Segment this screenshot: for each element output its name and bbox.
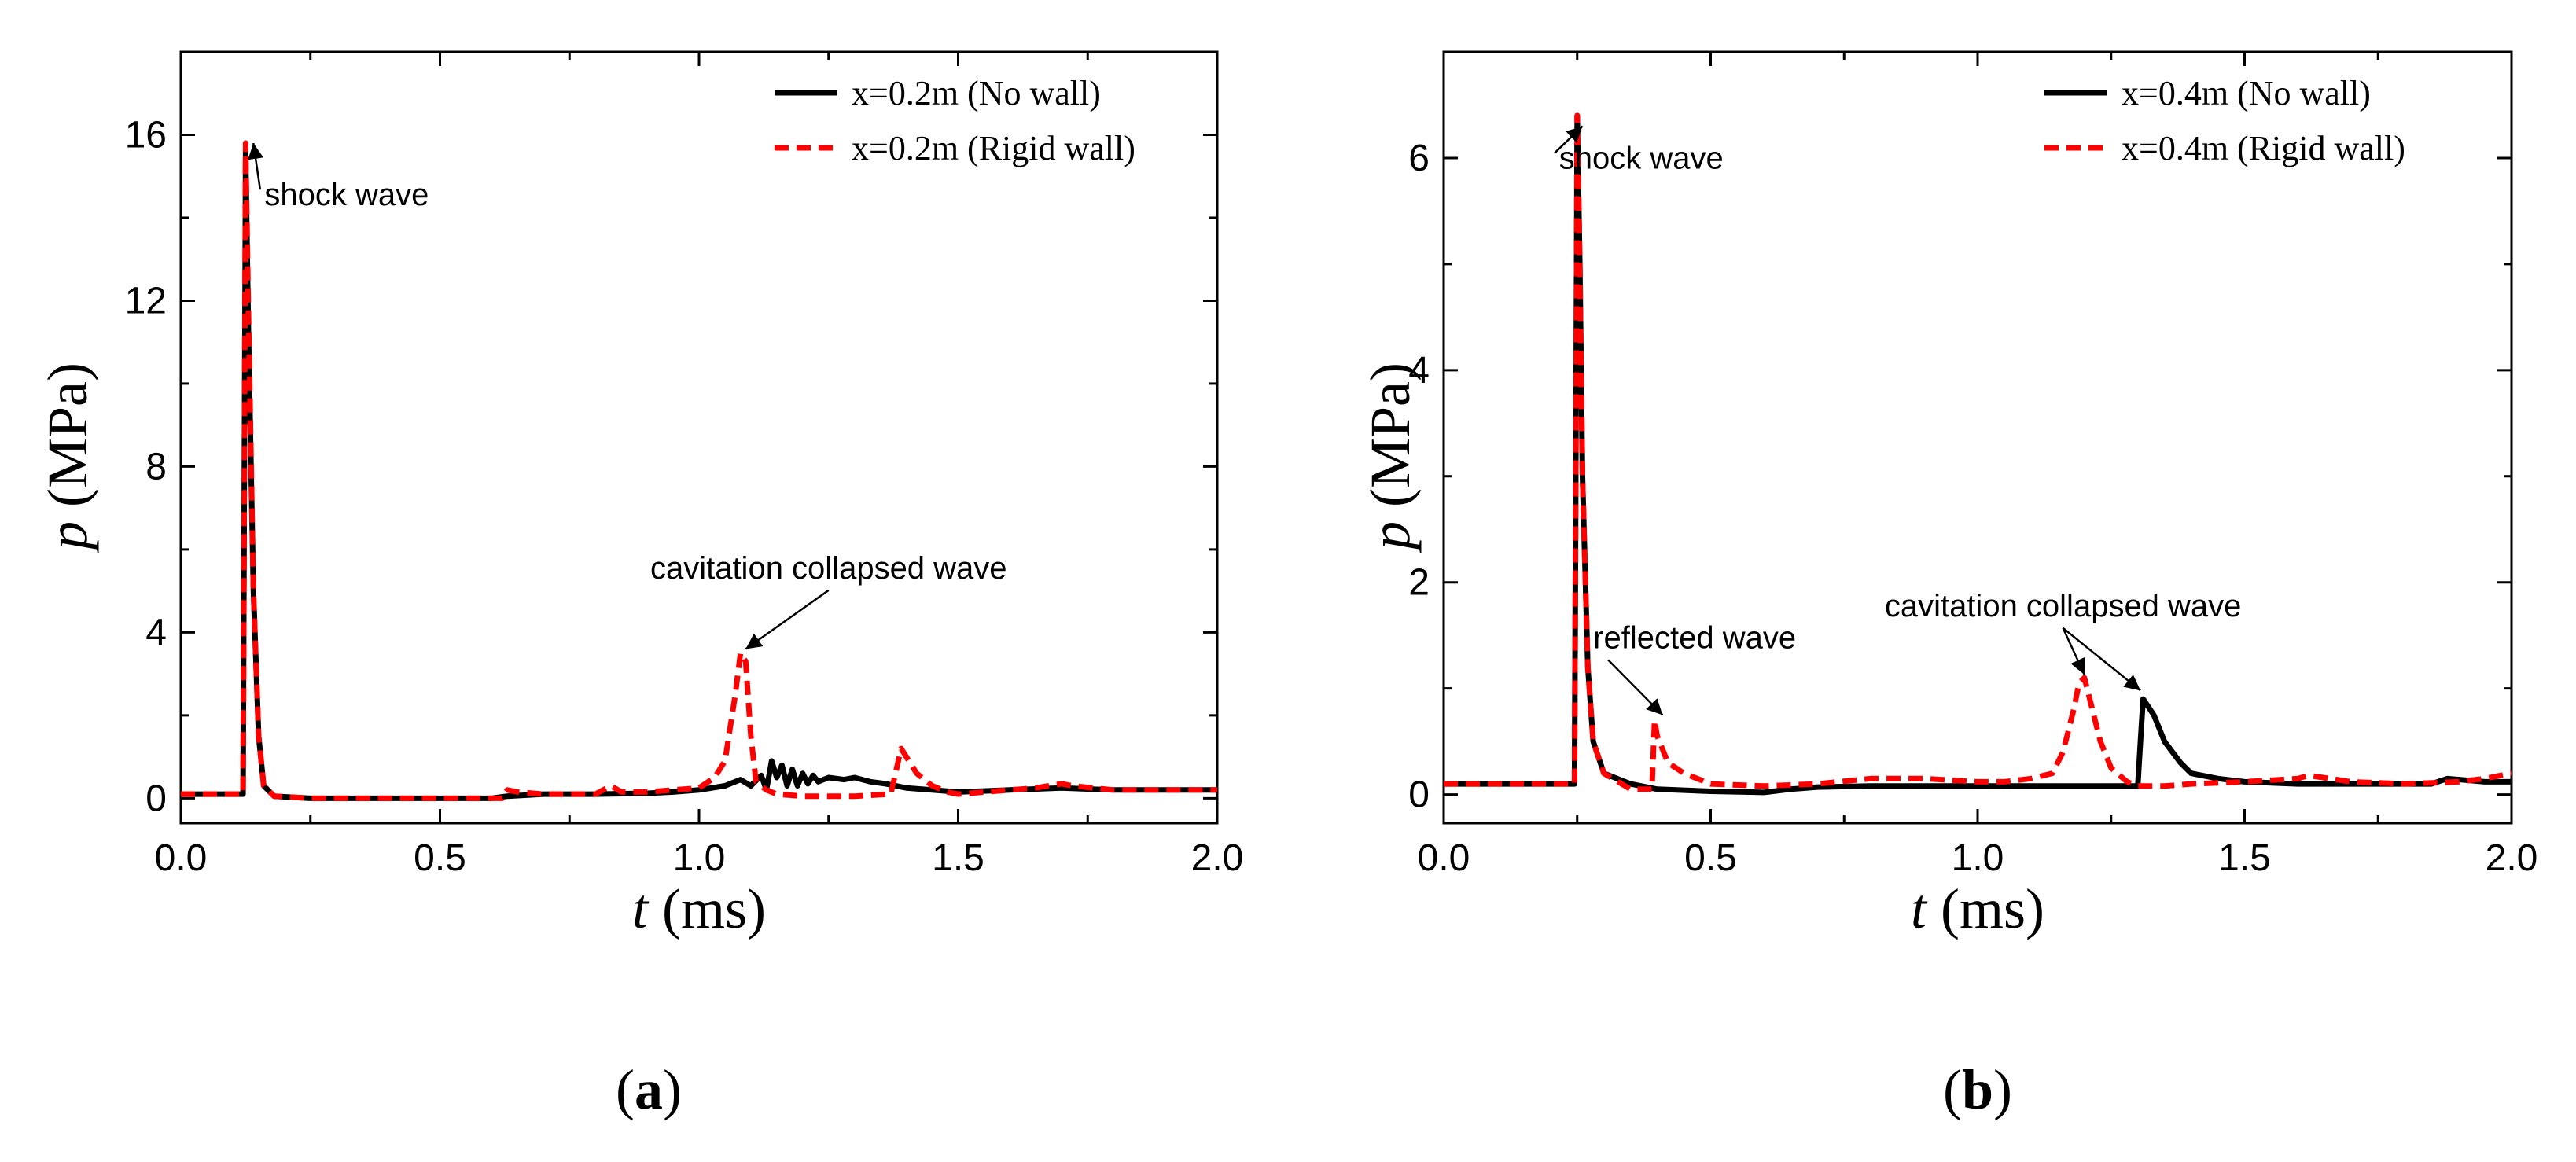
y-tick-label: 6 [1408, 138, 1430, 179]
x-tick-label: 1.5 [932, 837, 984, 879]
x-tick-label: 1.0 [1952, 837, 2004, 879]
legend-label: x=0.4m (Rigid wall) [2122, 129, 2405, 167]
annotation-label: shock wave [1559, 141, 1724, 175]
annotation-label: cavitation collapsed wave [650, 551, 1007, 586]
series-line-no-wall [181, 149, 1217, 801]
x-tick-label: 0.5 [1684, 837, 1737, 879]
series-line-rigid-wall [1444, 112, 2512, 792]
panel-b: 0.0 0.5 1.0 1.5 2.0 0 2 4 6 x=0.4m (No wall) x=0.4… [1359, 50, 2538, 1121]
x-tick-label: 2.0 [2486, 837, 2538, 879]
x-axis-label: t (ms) [632, 877, 766, 940]
y-axis-label: p (MPa) [36, 362, 99, 553]
annotation-arrow [2062, 627, 2085, 675]
x-axis-label: t (ms) [1911, 877, 2044, 940]
annotation-arrow [745, 589, 830, 650]
x-tick-label: 1.0 [673, 837, 726, 879]
y-tick-label: 12 [125, 280, 167, 322]
annotation-arrow [248, 142, 264, 190]
y-tick-label: 2 [1408, 562, 1430, 604]
series-line-rigid-wall [181, 140, 1217, 801]
y-tick-label: 0 [145, 778, 167, 819]
panel-label: (a) [616, 1058, 682, 1121]
legend-label: x=0.2m (No wall) [852, 74, 1101, 112]
x-tick-label: 2.0 [1191, 837, 1244, 879]
annotation-label: cavitation collapsed wave [1885, 589, 2242, 623]
panel-label: (b) [1943, 1058, 2012, 1121]
x-tick-label: 0.0 [1418, 837, 1470, 879]
legend-label: x=0.2m (Rigid wall) [852, 129, 1135, 167]
y-tick-label: 8 [145, 446, 167, 487]
annotation-arrow [1554, 125, 1584, 154]
y-tick-label: 0 [1408, 774, 1430, 816]
annotation-label: reflected wave [1593, 620, 1796, 655]
y-tick-label: 4 [1408, 350, 1430, 392]
annotation-label: shock wave [264, 178, 429, 212]
y-axis-label: p (MPa) [1359, 362, 1422, 553]
panel-a: 0.0 0.5 1.0 1.5 2.0 0 4 8 12 16 x=0.2m (No wall) x=… [36, 50, 1244, 1121]
x-tick-label: 0.0 [155, 837, 208, 879]
plot-frame [179, 50, 1219, 825]
x-tick-label: 1.5 [2218, 837, 2271, 879]
legend-label: x=0.4m (No wall) [2122, 74, 2371, 112]
y-tick-label: 4 [145, 612, 167, 653]
annotation-arrow [1607, 659, 1664, 716]
annotation-arrow [2062, 627, 2141, 692]
x-tick-label: 0.5 [414, 837, 466, 879]
series-line-no-wall [1444, 112, 2512, 796]
y-tick-label: 16 [125, 114, 167, 156]
